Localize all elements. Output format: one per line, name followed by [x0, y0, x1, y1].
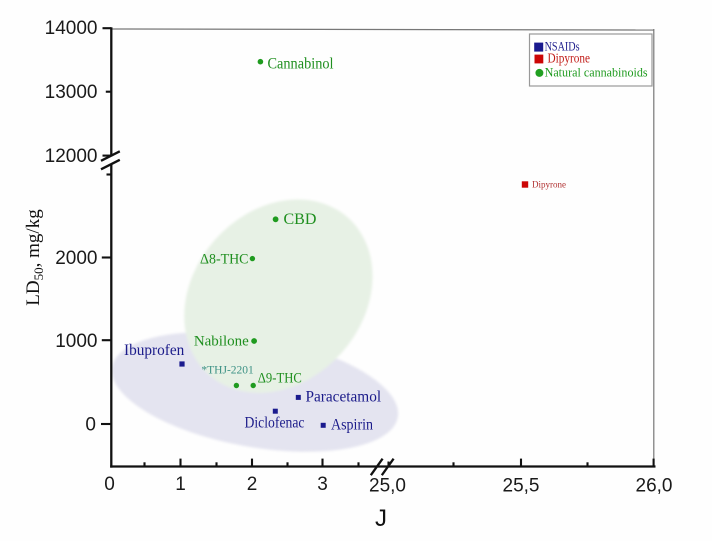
svg-text:25,5: 25,5	[503, 476, 540, 497]
svg-text:*THJ-2201: *THJ-2201	[201, 364, 254, 376]
svg-text:25,0: 25,0	[369, 476, 406, 497]
svg-text:Dipyrone: Dipyrone	[548, 52, 591, 67]
svg-text:2000: 2000	[55, 248, 97, 269]
svg-text:Dipyrone: Dipyrone	[532, 179, 566, 189]
svg-text:1: 1	[175, 474, 186, 495]
svg-text:0: 0	[85, 415, 96, 436]
svg-text:12000: 12000	[45, 146, 98, 167]
svg-text:0: 0	[104, 474, 115, 495]
svg-text:14000: 14000	[45, 18, 98, 39]
svg-text:26,0: 26,0	[636, 476, 673, 497]
svg-text:3: 3	[317, 474, 328, 495]
svg-text:CBD: CBD	[284, 211, 317, 228]
svg-text:1000: 1000	[55, 331, 97, 352]
svg-text:Δ9-THC: Δ9-THC	[258, 371, 302, 387]
svg-text:13000: 13000	[45, 82, 98, 103]
svg-text:LD50, mg/kg: LD50, mg/kg	[23, 209, 46, 306]
svg-text:Natural cannabinoids: Natural cannabinoids	[545, 65, 648, 80]
svg-text:NSAIDs: NSAIDs	[545, 39, 580, 54]
svg-text:2: 2	[247, 474, 258, 495]
svg-text:Paracetamol: Paracetamol	[306, 388, 382, 405]
svg-text:Δ8-THC: Δ8-THC	[200, 251, 249, 267]
svg-text:J: J	[375, 505, 387, 532]
svg-text:Ibuprofen: Ibuprofen	[124, 342, 185, 359]
svg-text:Nabilone: Nabilone	[194, 333, 249, 349]
svg-text:Aspirin: Aspirin	[331, 417, 373, 434]
svg-text:Cannabinol: Cannabinol	[268, 55, 334, 72]
svg-text:Diclofenac: Diclofenac	[245, 415, 305, 432]
